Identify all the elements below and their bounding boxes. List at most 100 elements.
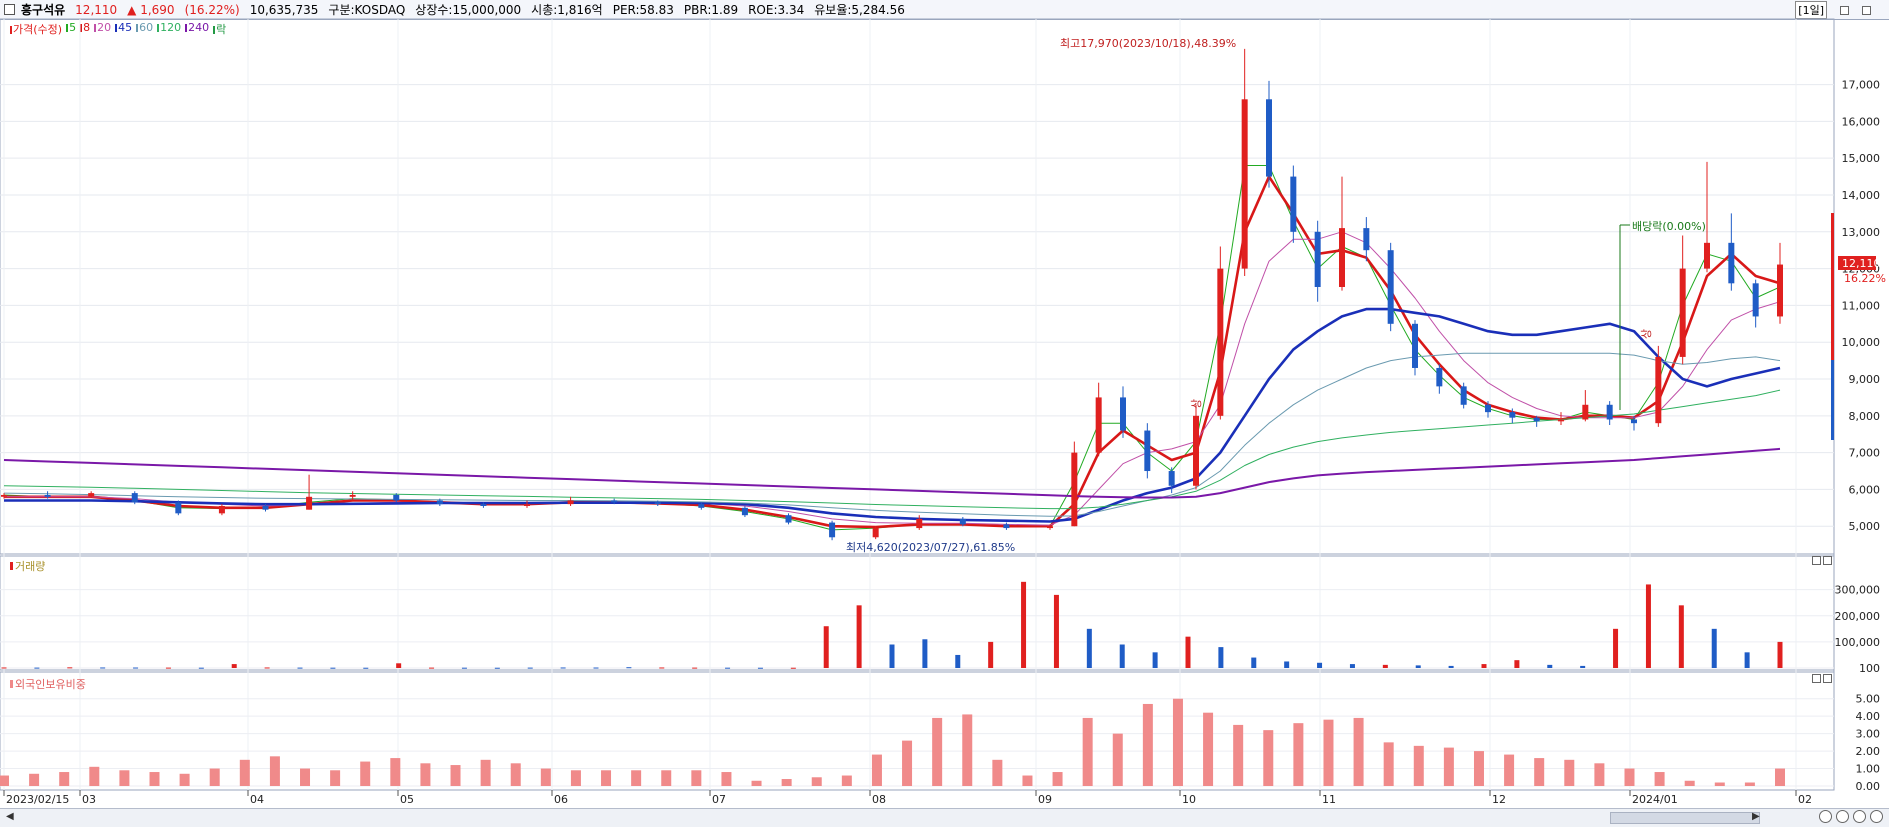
candle-body (1241, 99, 1248, 269)
foreign-ratio-bar (1714, 782, 1725, 786)
foreign-ratio-bar (992, 759, 1003, 786)
x-tick-label: 05 (400, 793, 414, 806)
candle-body (1752, 283, 1759, 317)
foreign-ratio-bar (1142, 703, 1153, 786)
legend-ex-rights[interactable]: 락 (213, 21, 226, 37)
x-tick-label: 06 (554, 793, 568, 806)
legend-ma60[interactable]: 60 (136, 21, 153, 37)
candle-body (1363, 228, 1370, 251)
zoom-reset-icon[interactable] (1853, 810, 1866, 823)
volume-bar (593, 667, 599, 669)
candle-body (785, 515, 792, 523)
legend-ma120[interactable]: 120 (157, 21, 181, 37)
foreign-ratio-bar (1383, 742, 1394, 786)
foreign-ratio-bar (1564, 759, 1575, 786)
candle-body (1509, 412, 1516, 418)
volume-bar (165, 667, 171, 669)
market-type: 구분:KOSDAQ (328, 3, 406, 17)
foreign-panel-label[interactable]: 외국인보유비중 (10, 676, 86, 692)
volume-bar (330, 667, 336, 669)
candle-body (1339, 228, 1345, 287)
volume-bar (1711, 628, 1717, 668)
stock-chart-canvas[interactable]: 17,00016,00015,00014,00013,00012,00011,0… (0, 0, 1889, 808)
volume-y-tick: 100 (1859, 662, 1880, 675)
grid-lines (0, 19, 1834, 790)
candle-body (436, 500, 443, 505)
price-y-tick: 5,000 (1849, 520, 1881, 533)
foreign-ratio-bar (29, 773, 40, 786)
price-y-tick: 11,000 (1842, 299, 1881, 312)
price-panel-frame (0, 18, 1835, 555)
minimize-icon[interactable] (1840, 5, 1849, 15)
volume-bar (527, 667, 533, 669)
foreign-ratio-bar (601, 770, 612, 786)
close-icon[interactable] (1862, 5, 1871, 15)
scroll-left-icon[interactable]: ◀ (6, 811, 14, 822)
candle-body (1436, 367, 1443, 387)
volume-bar (560, 667, 566, 669)
volume-bar (1053, 594, 1059, 668)
legend-ma5[interactable]: 5 (66, 21, 76, 37)
legend-ma240[interactable]: 240 (185, 21, 209, 37)
zoom-out-icon[interactable] (1819, 810, 1832, 823)
ma-line-240 (3, 447, 1781, 499)
foreign-ratio-bar (902, 740, 913, 786)
ma-line-8 (4, 175, 1781, 529)
legend-price[interactable]: 가격(수정) (10, 21, 62, 37)
x-tick-label: 09 (1038, 793, 1052, 806)
candle-body (1003, 524, 1010, 529)
foreign-ratio-bar (179, 773, 190, 786)
legend-ma8[interactable]: 8 (80, 21, 90, 37)
volume-panel-maximize-icon[interactable] (1812, 556, 1821, 565)
volume-panel-close-icon[interactable] (1823, 556, 1832, 565)
candle-body (1655, 356, 1662, 424)
foreign-ratio-bar (1504, 754, 1515, 786)
foreign-ratio-bar (1654, 772, 1665, 786)
candle-body (1290, 176, 1297, 232)
pbr-value: PBR:1.89 (683, 2, 739, 17)
foreign-ratio-bar (1263, 730, 1274, 786)
foreign-ratio-bar (540, 768, 551, 786)
volume-bar (692, 667, 698, 669)
volume-bar (297, 667, 303, 669)
candle-body (1777, 264, 1783, 317)
candle-body (1, 494, 7, 497)
select-checkbox[interactable] (4, 4, 15, 15)
candle-body (1144, 430, 1151, 472)
day-range-bar-up (1831, 213, 1834, 440)
scroll-thumb[interactable] (1610, 812, 1760, 824)
legend-ma20[interactable]: 20 (94, 21, 111, 37)
zoom-fit-icon[interactable] (1870, 810, 1883, 823)
foreign-panel-close-icon[interactable] (1823, 674, 1832, 683)
candle-body (1047, 526, 1053, 529)
foreign-ratio-bar (570, 770, 581, 786)
foreign-panel-maximize-icon[interactable] (1812, 674, 1821, 683)
candlesticks (1, 48, 1783, 541)
zoom-in-icon[interactable] (1836, 810, 1849, 823)
horizontal-scrollbar[interactable]: ◀ ▶ (0, 808, 1889, 827)
price-y-tick: 10,000 (1842, 336, 1881, 349)
x-tick-label: 02 (1798, 793, 1812, 806)
foreign-ratio-bar (1293, 723, 1304, 786)
foreign-ratio-bar (751, 780, 762, 786)
x-tick-label: 2024/01 (1632, 793, 1678, 806)
market-cap: 시총:1,816억 (531, 3, 603, 17)
candle-body (611, 500, 618, 503)
legend-ma45[interactable]: 45 (115, 21, 132, 37)
foreign-ratio-bar (0, 775, 9, 786)
candle-body (1558, 419, 1564, 422)
dividend-annotation: 배당락(0.00%) (1632, 220, 1706, 233)
foreign-y-tick: 1.00 (1856, 763, 1881, 776)
foreign-ratio-bar (1473, 751, 1484, 786)
foreign-ratio-bar (661, 770, 672, 786)
current-pct-tag: 16.22% (1844, 272, 1886, 285)
candle-body (131, 493, 138, 503)
volume-y-tick: 200,000 (1835, 610, 1881, 623)
candle-body (698, 504, 705, 508)
foreign-ratio-bar (1744, 782, 1755, 786)
scroll-right-icon[interactable]: ▶ (1752, 811, 1760, 822)
high-annotation: 최고17,970(2023/10/18),48.39% (1060, 37, 1236, 50)
candle-body (1387, 250, 1394, 324)
volume-y-tick: 100,000 (1835, 636, 1881, 649)
volume-panel-label[interactable]: 거래량 (10, 558, 45, 574)
